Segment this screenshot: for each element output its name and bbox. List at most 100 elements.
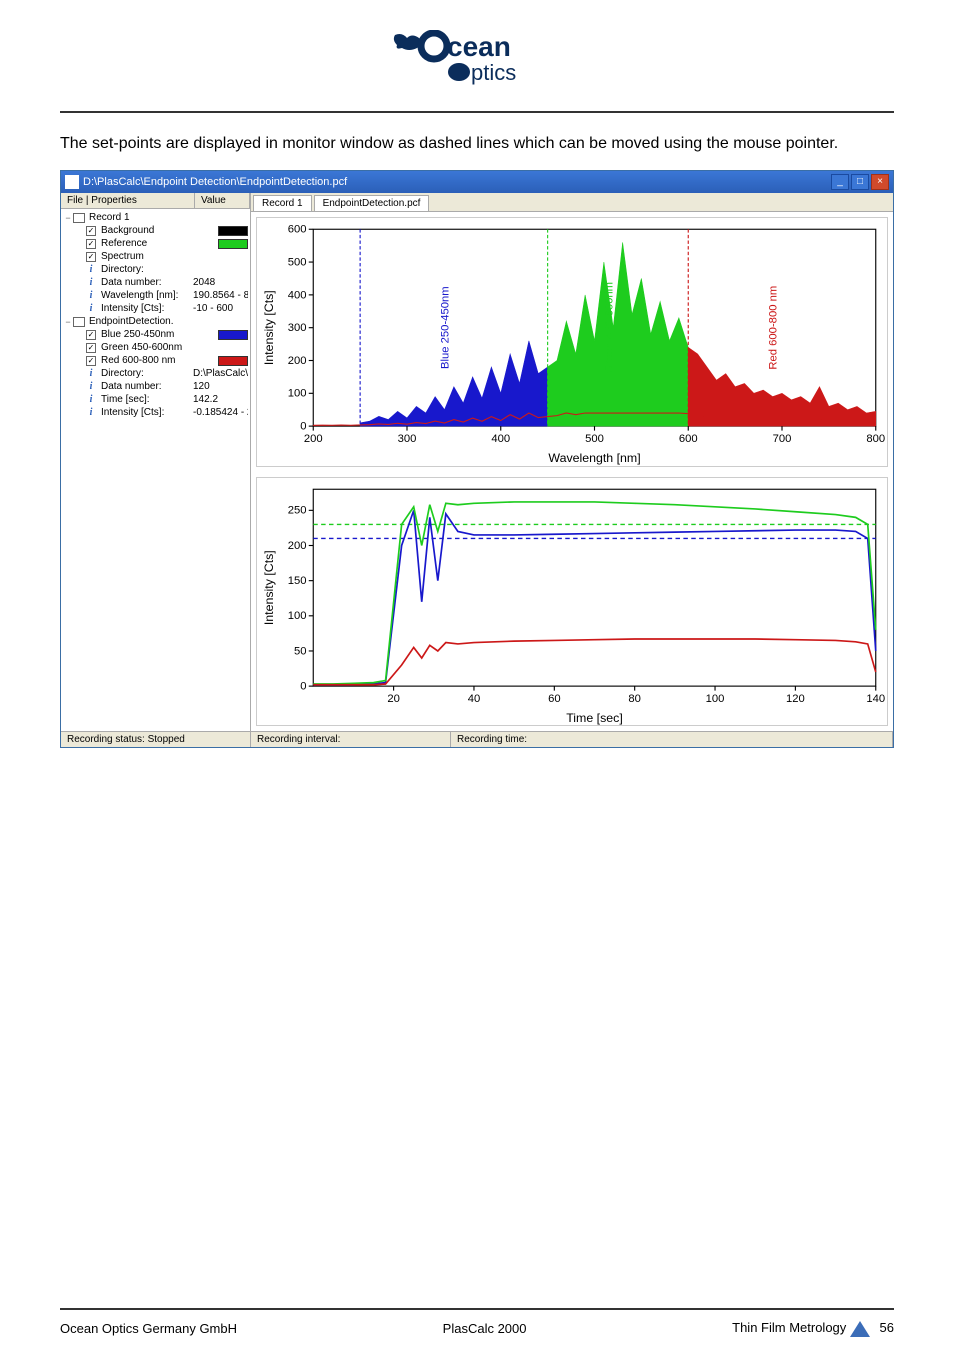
monitor-window: D:\PlasCalc\Endpoint Detection\EndpointD… [60,170,894,748]
tree-row[interactable]: −Record 1 [63,211,248,224]
tree-label: Intensity [Cts]: [99,303,193,314]
svg-text:Wavelength [nm]: Wavelength [nm] [548,452,640,466]
svg-text:500: 500 [288,257,307,269]
tree-label: Intensity [Cts]: [99,407,193,418]
svg-text:250: 250 [288,505,307,517]
footer-left: Ocean Optics Germany GmbH [60,1321,237,1336]
footer-right: Thin Film Metrology 56 [732,1320,894,1337]
tree-row[interactable]: ✓Spectrum [63,250,248,263]
chart-icon [73,317,85,327]
tree-label: Directory: [99,368,193,379]
tree-label: Time [sec]: [99,394,193,405]
tree-label: EndpointDetection. [87,316,193,327]
svg-text:600: 600 [288,224,307,236]
color-swatch [218,226,248,236]
tree-label: Reference [99,238,216,249]
minimize-button[interactable]: _ [831,174,849,190]
tree-value: 2048 [193,277,248,288]
tree-label: Red 600-800 nm [99,355,216,366]
window-icon [65,175,79,189]
expand-icon[interactable]: − [63,317,73,327]
tree-row[interactable]: ✓Background [63,224,248,237]
tree-row[interactable]: ✓Red 600-800 nm [63,354,248,367]
svg-text:Time [sec]: Time [sec] [566,711,623,725]
tree-row[interactable]: ✓Green 450-600nm [63,341,248,354]
footer-logo-icon [850,1321,870,1337]
tree-row[interactable]: iData number:120 [63,380,248,393]
checkbox-icon[interactable]: ✓ [85,356,97,366]
tab-bar: Record 1 EndpointDetection.pcf [251,193,893,212]
info-icon: i [85,291,97,301]
status-interval: Recording interval: [251,732,451,747]
tab-record1[interactable]: Record 1 [253,195,312,211]
color-swatch [218,356,248,366]
tree-row[interactable]: iDirectory: [63,263,248,276]
svg-text:200: 200 [288,540,307,552]
tab-endpoint[interactable]: EndpointDetection.pcf [314,195,430,211]
tree-row[interactable]: ✓Reference [63,237,248,250]
checkbox-icon[interactable]: ✓ [85,226,97,236]
tree-row[interactable]: iDirectory:D:\PlasCalc\ [63,367,248,380]
tree-row[interactable]: iWavelength [nm]:190.8564 - 8 [63,289,248,302]
info-icon: i [85,278,97,288]
svg-text:150: 150 [288,575,307,587]
checkbox-icon[interactable]: ✓ [85,343,97,353]
svg-text:100: 100 [288,388,307,400]
tree-label: Directory: [99,264,193,275]
footer-center: PlasCalc 2000 [443,1321,527,1336]
tree-value: -10 - 600 [193,303,248,314]
expand-icon[interactable]: − [63,213,73,223]
sidebar-tree: File | Properties Value −Record 1 ✓Backg… [61,193,251,731]
titlebar[interactable]: D:\PlasCalc\Endpoint Detection\EndpointD… [61,171,893,193]
status-recording: Recording status: Stopped [61,732,251,747]
svg-text:120: 120 [786,693,805,705]
info-icon: i [85,408,97,418]
tree-row[interactable]: iData number:2048 [63,276,248,289]
svg-text:400: 400 [491,433,510,445]
tree-row[interactable]: iTime [sec]:142.2 [63,393,248,406]
tree-label: Data number: [99,381,193,392]
svg-text:300: 300 [398,433,417,445]
tree-row[interactable]: iIntensity [Cts]:-0.185424 - 2 [63,406,248,419]
color-swatch [218,330,248,340]
svg-text:200: 200 [304,433,323,445]
tree-value: D:\PlasCalc\ [193,368,248,379]
color-swatch [218,239,248,249]
checkbox-icon[interactable]: ✓ [85,330,97,340]
tree-label: Green 450-600nm [99,342,193,353]
window-title: D:\PlasCalc\Endpoint Detection\EndpointD… [83,176,347,188]
tree-value: 142.2 [193,394,248,405]
svg-text:0: 0 [300,421,306,433]
info-icon: i [85,382,97,392]
footer-rule [60,1308,894,1310]
svg-text:200: 200 [288,355,307,367]
svg-text:600: 600 [679,433,698,445]
chart-icon [73,213,85,223]
maximize-button[interactable]: □ [851,174,869,190]
main-panel: Record 1 EndpointDetection.pcf Blue 250-… [251,193,893,731]
checkbox-icon[interactable]: ✓ [85,239,97,249]
status-bar: Recording status: Stopped Recording inte… [61,731,893,747]
svg-text:Red 600-800 nm: Red 600-800 nm [767,286,779,370]
svg-text:Blue 250-450nm: Blue 250-450nm [439,287,451,370]
info-icon: i [85,265,97,275]
checkbox-icon[interactable]: ✓ [85,252,97,262]
spectrum-chart[interactable]: Blue 250-450nm Green 450-600nm Red 600-800… [256,217,888,467]
svg-text:100: 100 [706,693,725,705]
svg-text:20: 20 [387,693,400,705]
body-paragraph: The set-points are displayed in monitor … [60,133,894,155]
svg-text:80: 80 [628,693,641,705]
svg-text:500: 500 [585,433,604,445]
logo-line2: ptics [471,60,516,85]
tree-row[interactable]: iIntensity [Cts]:-10 - 600 [63,302,248,315]
tree-row[interactable]: ✓Blue 250-450nm [63,328,248,341]
header-logo: cean ptics [60,30,894,91]
svg-text:Green 450-600nm: Green 450-600nm [603,282,615,373]
sidebar-col-file: File | Properties [61,193,195,208]
tree-row[interactable]: − EndpointDetection. [63,315,248,328]
time-chart[interactable]: 20406080100120140050100150200250Time [se… [256,477,888,727]
tree-value: -0.185424 - 2 [193,407,248,418]
close-button[interactable]: × [871,174,889,190]
svg-text:140: 140 [866,693,885,705]
logo-line1: cean [447,31,511,62]
